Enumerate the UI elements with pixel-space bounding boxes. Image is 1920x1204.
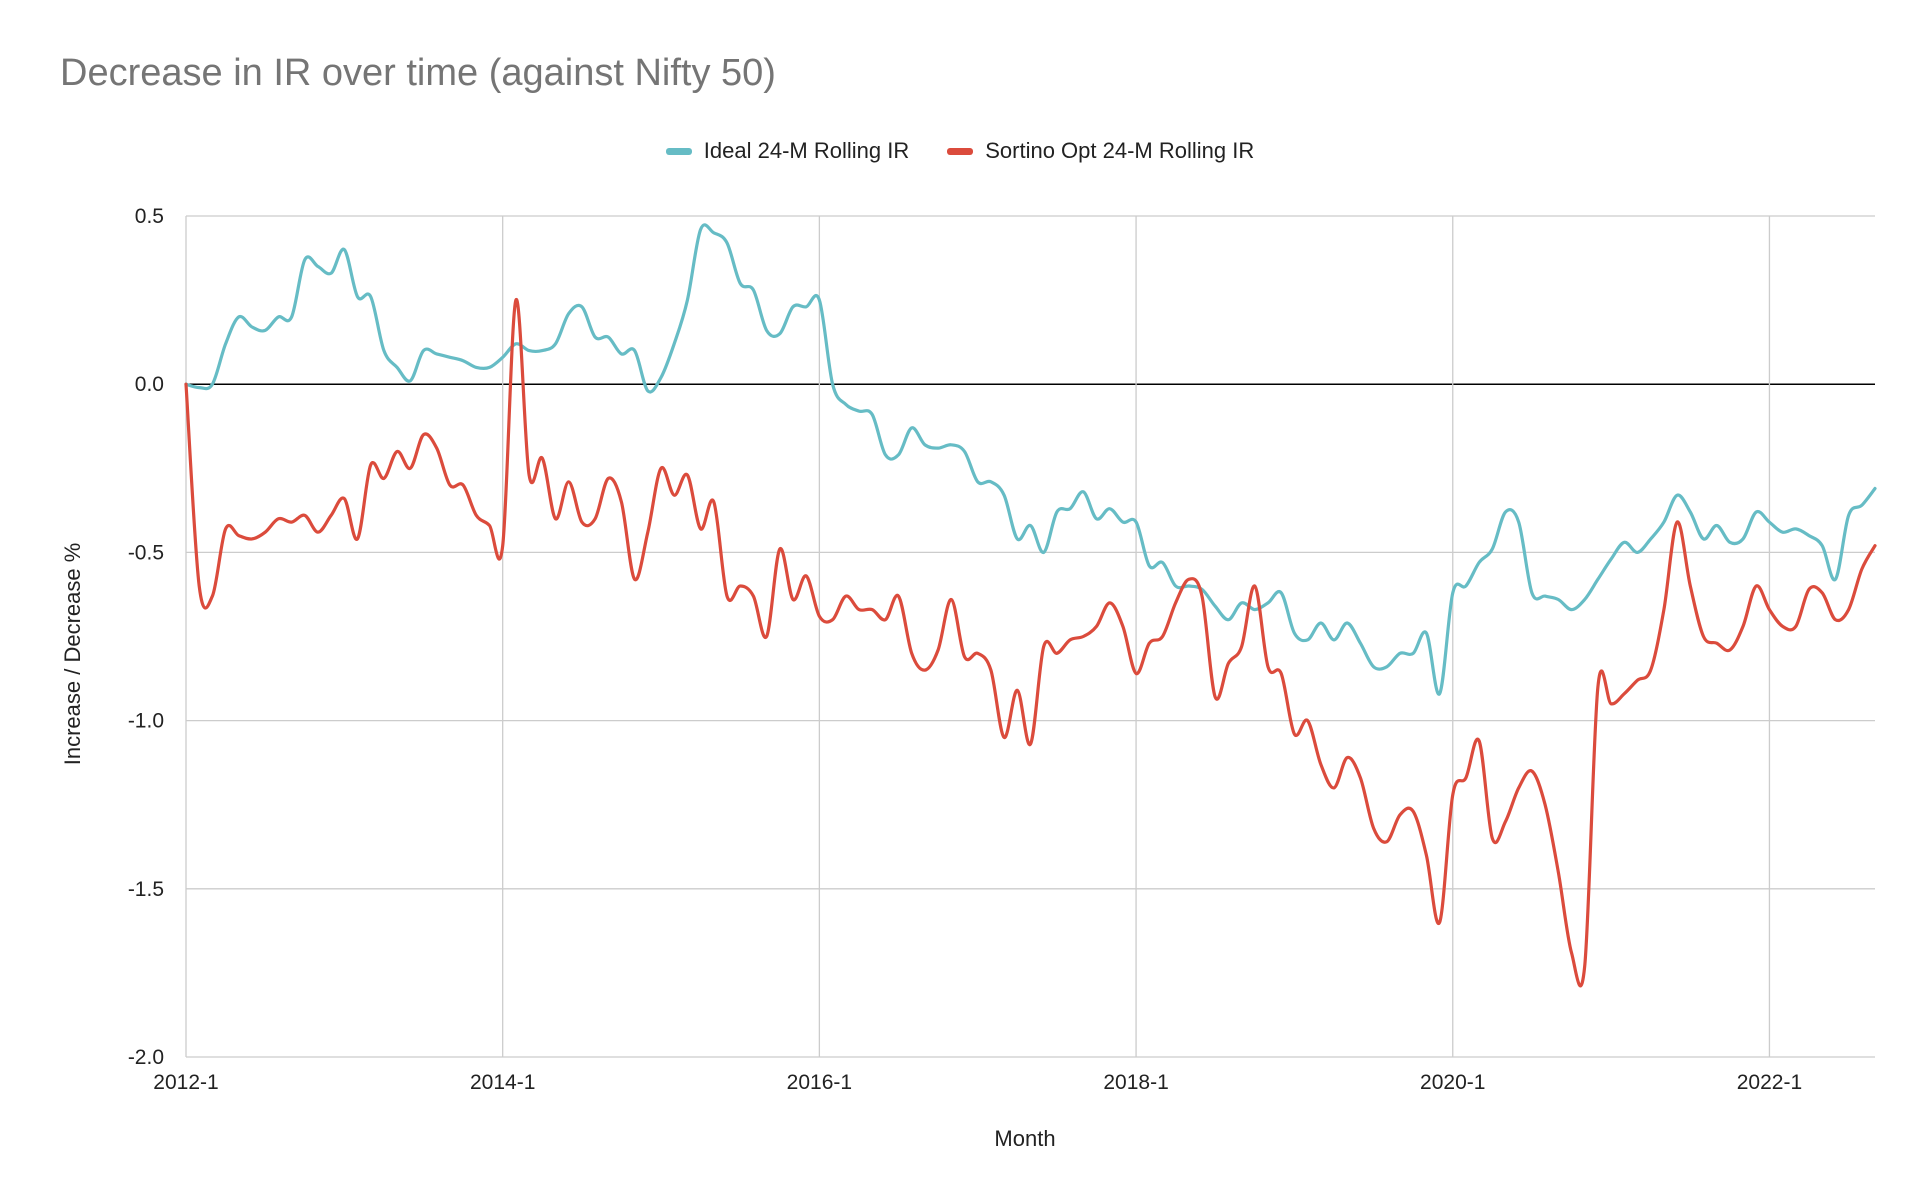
legend-swatch-sortino <box>947 147 974 155</box>
y-axis-title: Increase / Decrease % <box>60 543 85 766</box>
y-tick-label: -2.0 <box>128 1046 164 1069</box>
x-tick-label: 2014-1 <box>470 1071 535 1094</box>
legend-item-sortino[interactable]: Sortino Opt 24-M Rolling IR <box>947 138 1254 164</box>
y-tick-label: -1.0 <box>128 710 164 733</box>
x-tick-label: 2012-1 <box>153 1071 218 1094</box>
x-tick-label: 2016-1 <box>787 1071 852 1094</box>
x-tick-label: 2020-1 <box>1420 1071 1485 1094</box>
series-lines <box>184 223 1877 988</box>
x-tick-label: 2018-1 <box>1103 1071 1168 1094</box>
x-axis-title: Month <box>994 1126 1055 1151</box>
y-tick-label: 0.0 <box>135 373 164 396</box>
y-tick-label: 0.5 <box>135 205 164 228</box>
gridlines <box>185 215 1875 1058</box>
chart-title: Decrease in IR over time (against Nifty … <box>60 52 776 94</box>
legend: Ideal 24-M Rolling IR Sortino Opt 24-M R… <box>0 138 1920 164</box>
legend-label-ideal: Ideal 24-M Rolling IR <box>703 138 910 163</box>
y-tick-label: -1.5 <box>128 878 164 901</box>
legend-swatch-ideal <box>665 147 692 155</box>
y-tick-label: -0.5 <box>128 541 164 564</box>
series-line-sortino <box>184 298 1877 988</box>
series-line-ideal <box>184 223 1877 696</box>
legend-label-sortino: Sortino Opt 24-M Rolling IR <box>985 138 1255 163</box>
x-tick-label: 2022-1 <box>1737 1071 1802 1094</box>
legend-item-ideal[interactable]: Ideal 24-M Rolling IR <box>665 138 910 164</box>
